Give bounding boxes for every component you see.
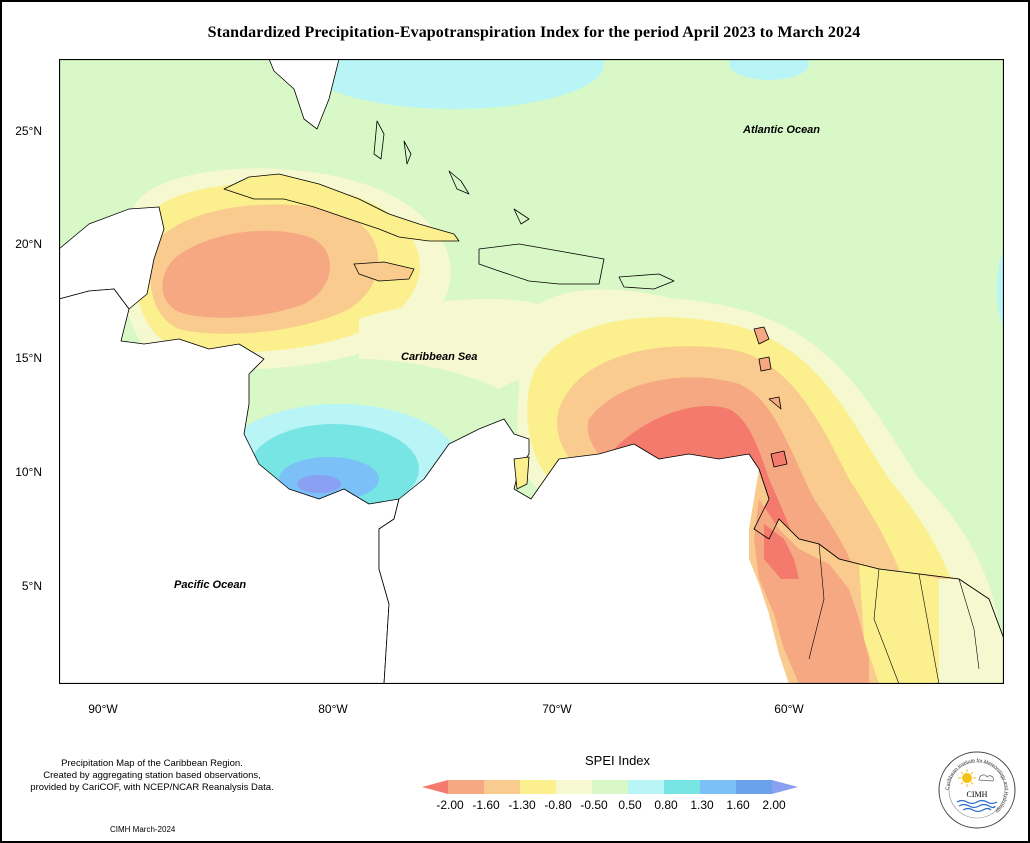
footnote-line-2: Created by aggregating station based obs… bbox=[43, 770, 261, 781]
legend-swatch-9 bbox=[736, 780, 773, 794]
legend-swatch-0 bbox=[422, 780, 448, 794]
legend-swatch-1 bbox=[448, 780, 485, 794]
lon-label-80w: 80°W bbox=[318, 702, 348, 716]
island-hispaniola bbox=[478, 243, 605, 285]
legend-tick-3: -0.80 bbox=[544, 798, 572, 812]
legend-tick-6: 0.80 bbox=[654, 798, 678, 812]
legend-swatch-6 bbox=[628, 780, 665, 794]
map-title: Standardized Precipitation-Evapotranspir… bbox=[207, 24, 861, 41]
legend-swatch-3 bbox=[520, 780, 557, 794]
island-jamaica bbox=[353, 261, 415, 282]
map-canvas bbox=[59, 59, 1004, 684]
lon-label-70w: 70°W bbox=[542, 702, 572, 716]
spei-cyan-patch-north bbox=[304, 59, 604, 109]
legend-swatch-4 bbox=[556, 780, 593, 794]
lat-label-5n: 5°N bbox=[21, 579, 42, 593]
legend-tick-7: 1.30 bbox=[690, 798, 714, 812]
legend-tick-4: -0.50 bbox=[580, 798, 608, 812]
spei-cyan-patch-east bbox=[997, 250, 1004, 328]
legend-colorbar bbox=[422, 780, 798, 794]
map-border bbox=[59, 59, 1004, 684]
lon-label-60w: 60°W bbox=[774, 702, 804, 716]
legend-tick-0: -2.00 bbox=[436, 798, 464, 812]
legend-swatch-5 bbox=[592, 780, 629, 794]
lon-label-90w: 90°W bbox=[88, 702, 118, 716]
legend-swatch-7 bbox=[664, 780, 701, 794]
cimh-logo: CIMH Caribbean Institute for Meteorology… bbox=[938, 751, 1016, 829]
lat-label-10n: 10°N bbox=[15, 465, 42, 479]
island-puerto-rico bbox=[618, 273, 675, 290]
legend-tick-1: -1.60 bbox=[472, 798, 500, 812]
legend-title: SPEI Index bbox=[585, 753, 651, 768]
land-florida bbox=[268, 59, 340, 130]
legend-tick-labels: -2.00 -1.60 -1.30 -0.80 -0.50 0.50 0.80 1.30 1.6… bbox=[432, 798, 792, 814]
legend-tick-5: 0.50 bbox=[618, 798, 642, 812]
label-pacific-ocean: Pacific Ocean bbox=[174, 579, 247, 591]
lat-label-15n: 15°N bbox=[15, 351, 42, 365]
legend-tick-2: -1.30 bbox=[508, 798, 536, 812]
waves-icon bbox=[956, 799, 998, 813]
footnote-line-1: Precipitation Map of the Caribbean Regio… bbox=[61, 758, 243, 769]
logo-wordmark: CIMH bbox=[967, 790, 988, 799]
legend-tick-8: 1.60 bbox=[726, 798, 750, 812]
sun-icon bbox=[958, 769, 976, 787]
label-atlantic-ocean: Atlantic Ocean bbox=[743, 124, 821, 136]
island-cuba bbox=[223, 173, 460, 242]
lat-label-25n: 25°N bbox=[15, 124, 42, 138]
footnote-line-3: provided by CariCOF, with NCEP/NCAR Rean… bbox=[30, 782, 274, 793]
legend-swatch-8 bbox=[700, 780, 737, 794]
spei-cyan-patch-ne bbox=[729, 59, 809, 80]
spei-field-over-guianas bbox=[749, 468, 1004, 684]
islands bbox=[223, 120, 788, 490]
label-caribbean-sea: Caribbean Sea bbox=[401, 351, 478, 363]
legend-swatch-10 bbox=[772, 780, 798, 794]
cloud-icon bbox=[978, 774, 994, 782]
map-credit: CIMH March-2024 bbox=[110, 825, 176, 834]
spei-map: Atlantic Ocean Caribbean Sea Pacific Oce… bbox=[59, 59, 1004, 684]
lat-label-20n: 20°N bbox=[15, 237, 42, 251]
map-footnote: Precipitation Map of the Caribbean Regio… bbox=[12, 758, 292, 794]
legend-swatch-2 bbox=[484, 780, 521, 794]
legend-tick-9: 2.00 bbox=[762, 798, 786, 812]
